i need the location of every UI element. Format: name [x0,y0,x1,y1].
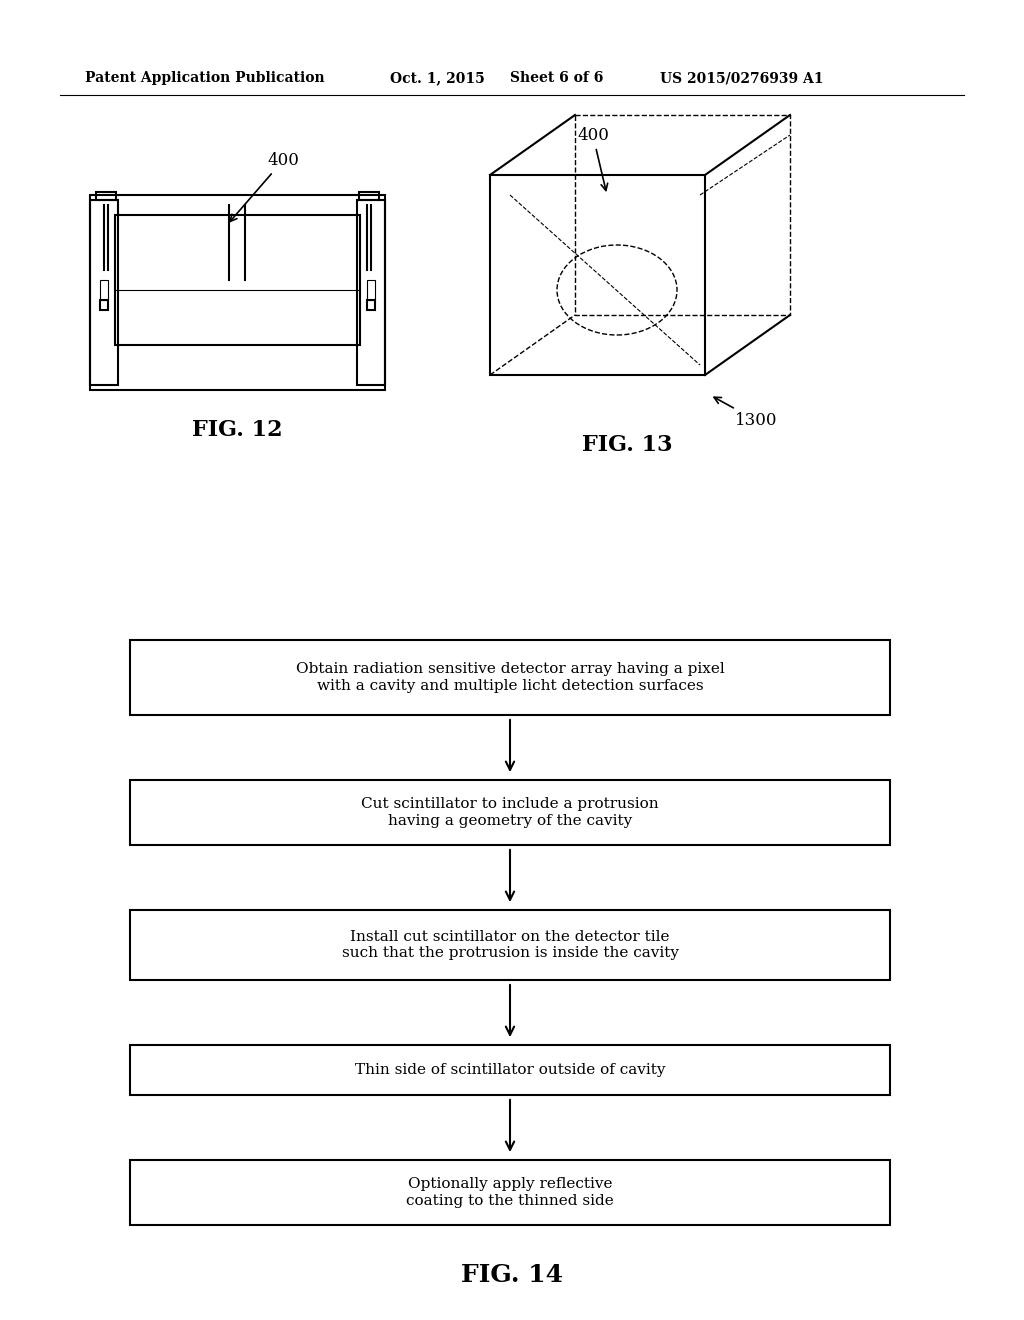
Bar [367,280,375,300]
Bar [357,201,385,385]
Text: Sheet 6 of 6: Sheet 6 of 6 [510,71,603,84]
Bar [90,195,385,389]
Text: Obtain radiation sensitive detector array having a pixel
with a cavity and multi: Obtain radiation sensitive detector arra… [296,663,724,693]
Bar [130,1160,890,1225]
Text: FIG. 14: FIG. 14 [461,1263,563,1287]
Bar [130,1045,890,1096]
Text: Cut scintillator to include a protrusion
having a geometry of the cavity: Cut scintillator to include a protrusion… [361,797,658,828]
Text: Install cut scintillator on the detector tile
such that the protrusion is inside: Install cut scintillator on the detector… [341,929,679,960]
Text: Oct. 1, 2015: Oct. 1, 2015 [390,71,484,84]
Text: 400: 400 [577,127,609,190]
Bar [130,909,890,979]
Bar [367,300,375,310]
Text: US 2015/0276939 A1: US 2015/0276939 A1 [660,71,823,84]
Text: Thin side of scintillator outside of cavity: Thin side of scintillator outside of cav… [354,1063,666,1077]
Text: Optionally apply reflective
coating to the thinned side: Optionally apply reflective coating to t… [407,1177,613,1208]
Bar [130,640,890,715]
Text: 1300: 1300 [714,397,777,429]
Text: FIG. 12: FIG. 12 [191,418,283,441]
Text: FIG. 13: FIG. 13 [582,434,672,455]
Text: Patent Application Publication: Patent Application Publication [85,71,325,84]
Bar [359,191,379,201]
Bar [100,280,108,300]
Bar [130,780,890,845]
Bar [115,215,360,345]
Text: 400: 400 [230,152,299,222]
Bar [90,201,118,385]
Bar [96,191,116,201]
Bar [100,300,108,310]
